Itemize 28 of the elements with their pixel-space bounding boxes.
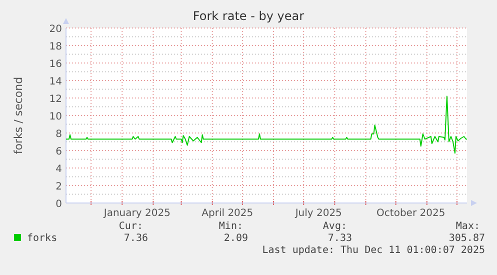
text: 7.36 [124,233,148,244]
legend-label: forks [27,233,58,244]
chart-title: Fork rate - by year [192,9,304,23]
y-tick-label: 16 [49,59,62,70]
y-tick-label: 4 [56,164,62,175]
y-tick-label: 2 [56,182,62,192]
y-tick-label: 6 [56,146,62,158]
y-tick-label: 18 [49,42,62,52]
x-tick-label: January 2025 [102,208,170,219]
x-tick-label: July 2025 [294,208,342,219]
text: Min: [218,221,243,232]
y-tick-label: 14 [49,76,62,88]
y-tick-label: 8 [56,129,62,140]
x-tick-label: October 2025 [376,208,446,219]
y-axis-title: forks / second [12,76,25,154]
text: Avg: [322,221,347,232]
x-tick-label: April 2025 [202,208,254,219]
y-tick-label: 12 [49,94,62,105]
text: Last update: Thu Dec 11 01:00:07 2025 [262,245,485,256]
text: Cur: [118,221,143,232]
text: Max: [456,221,480,232]
text: 7.33 [328,233,352,244]
text: 2.09 [224,233,248,244]
y-tick-label: 0 [56,199,62,210]
text: 305.87 [448,233,485,244]
y-tick-label: 20 [49,24,62,35]
line-series [66,96,468,154]
y-tick-label: 10 [49,112,62,122]
